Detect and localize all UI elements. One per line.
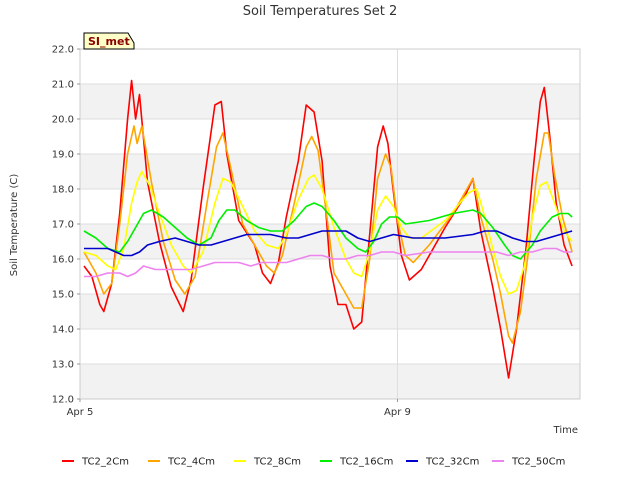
y-tick-label: 22.0 xyxy=(52,45,74,56)
x-tick-labels: Apr 5 Apr 9 xyxy=(67,399,411,418)
x-tick-label: Apr 5 xyxy=(67,407,94,418)
legend-item-tc2-32cm: TC2_32Cm xyxy=(406,457,479,468)
legend-item-tc2-50cm: TC2_50Cm xyxy=(492,457,565,468)
annotation-badge: SI_met xyxy=(83,32,135,50)
series-line-tc2-32cm xyxy=(84,230,573,257)
plot-band xyxy=(80,329,580,364)
y-tick-label: 12.0 xyxy=(52,395,74,406)
series-line-tc2-16cm xyxy=(83,202,573,260)
legend-label: TC2_32Cm xyxy=(425,457,479,468)
legend-label: TC2_2Cm xyxy=(81,457,129,468)
legend-item-tc2-2cm: TC2_2Cm xyxy=(62,457,129,468)
y-tick-label: 17.0 xyxy=(52,220,74,231)
plot-band xyxy=(80,84,580,119)
series-lines xyxy=(83,79,573,379)
series-line-tc2-50cm xyxy=(84,247,573,278)
legend-label: TC2_4Cm xyxy=(167,457,215,468)
y-tick-label: 14.0 xyxy=(52,325,74,336)
legend-item-tc2-8cm: TC2_8Cm xyxy=(234,457,301,468)
y-tick-label: 16.0 xyxy=(52,255,74,266)
y-tick-labels: 12.0 13.0 14.0 15.0 16.0 17.0 18.0 19.0 20.0 21.0… xyxy=(52,45,80,406)
chart-title: Soil Temperatures Set 2 xyxy=(243,4,398,19)
series-line-tc2-8cm xyxy=(83,170,573,295)
y-tick-label: 15.0 xyxy=(52,290,74,301)
legend-item-tc2-16cm: TC2_16Cm xyxy=(320,457,393,468)
legend-label: TC2_8Cm xyxy=(253,457,301,468)
x-axis-label: Time xyxy=(553,425,578,436)
y-tick-label: 13.0 xyxy=(52,360,74,371)
plot-band xyxy=(80,49,580,84)
legend-label: TC2_16Cm xyxy=(339,457,393,468)
plot-band xyxy=(80,189,580,224)
annotation-text: SI_met xyxy=(88,35,130,48)
legend: TC2_2Cm TC2_4Cm TC2_8Cm TC2_16Cm TC2_32Cm TC2… xyxy=(62,457,565,468)
y-tick-label: 18.0 xyxy=(52,185,74,196)
plot-band xyxy=(80,364,580,399)
y-tick-label: 20.0 xyxy=(52,115,74,126)
y-axis-label: Soil Temperature (C) xyxy=(9,174,20,277)
plot-band xyxy=(80,154,580,189)
legend-item-tc2-4cm: TC2_4Cm xyxy=(148,457,215,468)
y-tick-label: 19.0 xyxy=(52,150,74,161)
plot-band xyxy=(80,119,580,154)
y-tick-label: 21.0 xyxy=(52,80,74,91)
legend-label: TC2_50Cm xyxy=(511,457,565,468)
x-tick-label: Apr 9 xyxy=(384,407,411,418)
plot-band xyxy=(80,294,580,329)
